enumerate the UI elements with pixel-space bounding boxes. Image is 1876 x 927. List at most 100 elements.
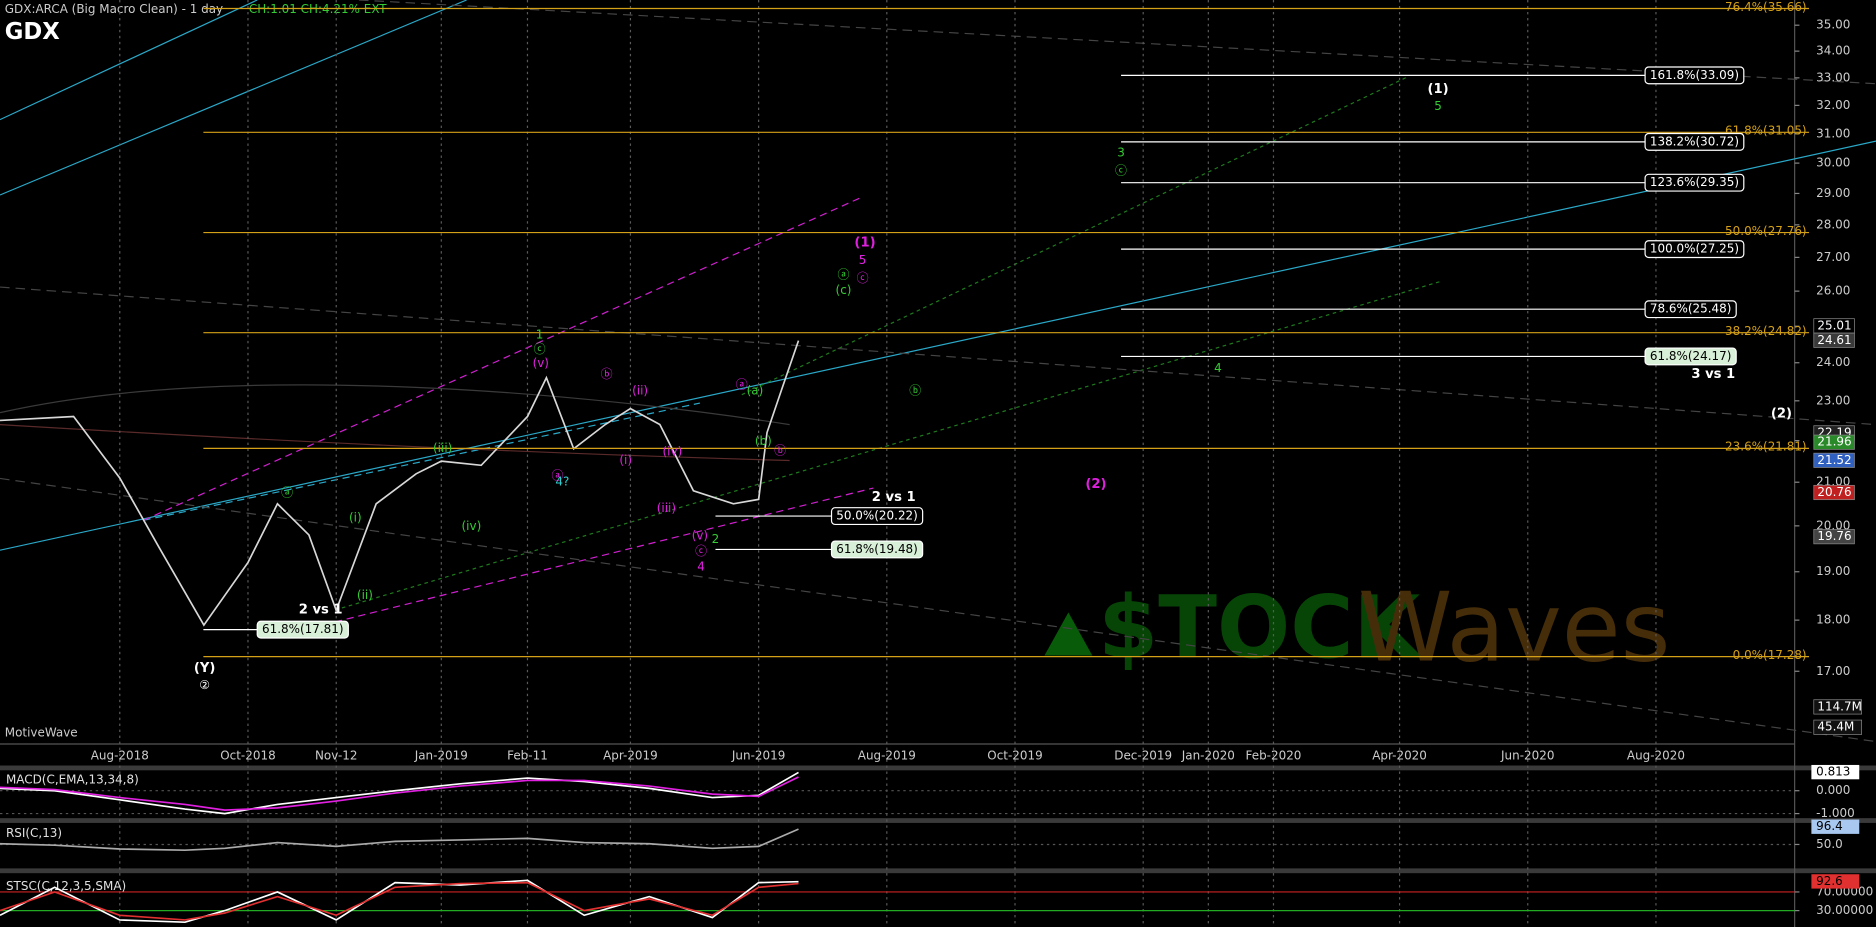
x-tick-label: Aug-2020 bbox=[1627, 748, 1685, 762]
trend-line bbox=[741, 77, 1407, 396]
y-tick-label: 0.000 bbox=[1816, 783, 1850, 797]
y-tick-label: 18.00 bbox=[1816, 613, 1850, 627]
price-tag bbox=[1813, 484, 1855, 501]
x-tick-label: Apr-2020 bbox=[1372, 748, 1427, 762]
projection-label: 138.2%(30.72) bbox=[1650, 134, 1739, 148]
y-tick-label: 35.00 bbox=[1816, 18, 1850, 32]
fib-label: 61.8%(31.05) bbox=[1725, 124, 1807, 138]
wave-label: ⓒ bbox=[857, 271, 869, 285]
fib-label: 23.6%(21.81) bbox=[1725, 440, 1807, 454]
y-tick-label: 32.00 bbox=[1816, 98, 1850, 112]
price-tag bbox=[1813, 529, 1855, 545]
projection-box-bg bbox=[830, 540, 924, 559]
price-tag-label: 24.61 bbox=[1817, 333, 1851, 347]
wave-label: (2) bbox=[1085, 477, 1106, 492]
volume-label: 45.4M bbox=[1817, 720, 1854, 734]
fib-label: 50.0%(27.76) bbox=[1725, 224, 1807, 238]
y-tick-label: 30.00 bbox=[1816, 156, 1850, 170]
wave-label: ⓑ bbox=[601, 367, 613, 381]
panel-separator bbox=[0, 765, 1876, 771]
wave-label: 3 vs 1 bbox=[1691, 367, 1735, 382]
wave-label: (v) bbox=[692, 528, 708, 542]
price-tag-label: 20.76 bbox=[1817, 485, 1851, 499]
y-tick-label: 28.00 bbox=[1816, 217, 1850, 231]
watermark-text: Waves bbox=[1358, 571, 1671, 683]
x-tick-label: Aug-2018 bbox=[91, 748, 149, 762]
wave-label: (Y) bbox=[194, 661, 216, 676]
projection-box-bg bbox=[1644, 132, 1745, 151]
y-tick-label: 23.00 bbox=[1816, 393, 1850, 407]
wave-label: (1) bbox=[1428, 82, 1449, 97]
trend-line bbox=[0, 0, 258, 121]
wave-label: (iv) bbox=[462, 519, 482, 533]
projection-box: 61.8%(24.17) bbox=[1644, 347, 1737, 366]
price-tag bbox=[1813, 434, 1855, 450]
y-tick-label: -1.000 bbox=[1816, 806, 1855, 820]
trend-line bbox=[0, 477, 1876, 743]
price-tag-label: 21.52 bbox=[1817, 453, 1851, 467]
last-value-tag bbox=[1811, 764, 1860, 780]
x-tick-label: Apr-2019 bbox=[603, 748, 658, 762]
trend-line bbox=[334, 280, 1442, 611]
price-tag-label: 25.01 bbox=[1817, 318, 1851, 332]
wave-label: ② bbox=[199, 678, 210, 692]
projection-box: 78.6%(25.48) bbox=[1644, 300, 1737, 319]
y-tick-label: 20.00 bbox=[1816, 518, 1850, 532]
projection-box-bg bbox=[1644, 66, 1745, 85]
projection-box: 123.6%(29.35) bbox=[1644, 173, 1745, 192]
wave-label: ⓒ bbox=[1115, 164, 1127, 178]
projection-box: 50.0%(20.22) bbox=[830, 507, 924, 526]
volume-label: 114.7M bbox=[1817, 699, 1862, 713]
projection-label: 123.6%(29.35) bbox=[1650, 175, 1739, 189]
y-tick-label: 30.00000 bbox=[1816, 903, 1873, 917]
price-tag bbox=[1813, 332, 1855, 348]
wave-label: (iii) bbox=[657, 501, 676, 515]
y-tick-label: 34.00 bbox=[1816, 44, 1850, 58]
volume-tag bbox=[1813, 699, 1863, 715]
trend-lines bbox=[0, 0, 1876, 743]
x-tick-label: Dec-2019 bbox=[1114, 748, 1172, 762]
wave-label: ⓐ bbox=[281, 485, 293, 499]
price-tag-label: 19.76 bbox=[1817, 529, 1851, 543]
wave-label: ⓐ bbox=[736, 378, 748, 392]
x-tick-label: Jan-2020 bbox=[1181, 748, 1235, 762]
panel-title: MACD(C,EMA,13,34,8) bbox=[6, 772, 139, 786]
x-tick-label: Feb-11 bbox=[507, 748, 548, 762]
wave-label: (i) bbox=[349, 510, 362, 524]
projection-label: 61.8%(19.48) bbox=[836, 542, 918, 556]
projection-box-bg bbox=[1644, 347, 1737, 366]
fib-label: 38.2%(24.82) bbox=[1725, 324, 1807, 338]
volume-tag bbox=[1813, 719, 1863, 735]
trend-line bbox=[358, 0, 1876, 85]
wave-label: (v) bbox=[533, 356, 549, 370]
wave-label: ⓑ bbox=[774, 443, 786, 457]
last-value-tag bbox=[1811, 819, 1860, 834]
wave-label: ⓐ bbox=[838, 268, 850, 282]
wave-label: 5 bbox=[859, 253, 867, 267]
y-tick-label: 33.00 bbox=[1816, 70, 1850, 84]
wave-label: 2 bbox=[712, 532, 720, 546]
projection-label: 61.8%(17.81) bbox=[262, 622, 344, 636]
y-tick-label: 24.00 bbox=[1816, 355, 1850, 369]
y-tick-label: 27.00 bbox=[1816, 250, 1850, 264]
trend-line bbox=[0, 0, 467, 196]
wave-label: 4? bbox=[555, 475, 569, 489]
panel-separator bbox=[0, 868, 1876, 874]
last-value-tag bbox=[1811, 874, 1860, 889]
y-tick-label: 19.00 bbox=[1816, 564, 1850, 578]
last-value-label: 92.6 bbox=[1816, 874, 1843, 888]
x-tick-label: Feb-2020 bbox=[1246, 748, 1302, 762]
last-value-label: 0.813 bbox=[1816, 765, 1850, 779]
wave-label: ⓐ bbox=[552, 469, 564, 483]
y-tick-label: 17.00 bbox=[1816, 664, 1850, 678]
series-line bbox=[0, 828, 799, 852]
wave-label: 2 vs 1 bbox=[299, 603, 343, 618]
trend-line bbox=[0, 286, 1876, 426]
series-line bbox=[0, 881, 799, 921]
wave-label: (a) bbox=[747, 384, 764, 398]
projection-box: 61.8%(19.48) bbox=[830, 540, 924, 559]
y-tick-label: 31.00 bbox=[1816, 126, 1850, 140]
panel-title: RSI(C,13) bbox=[6, 826, 62, 840]
